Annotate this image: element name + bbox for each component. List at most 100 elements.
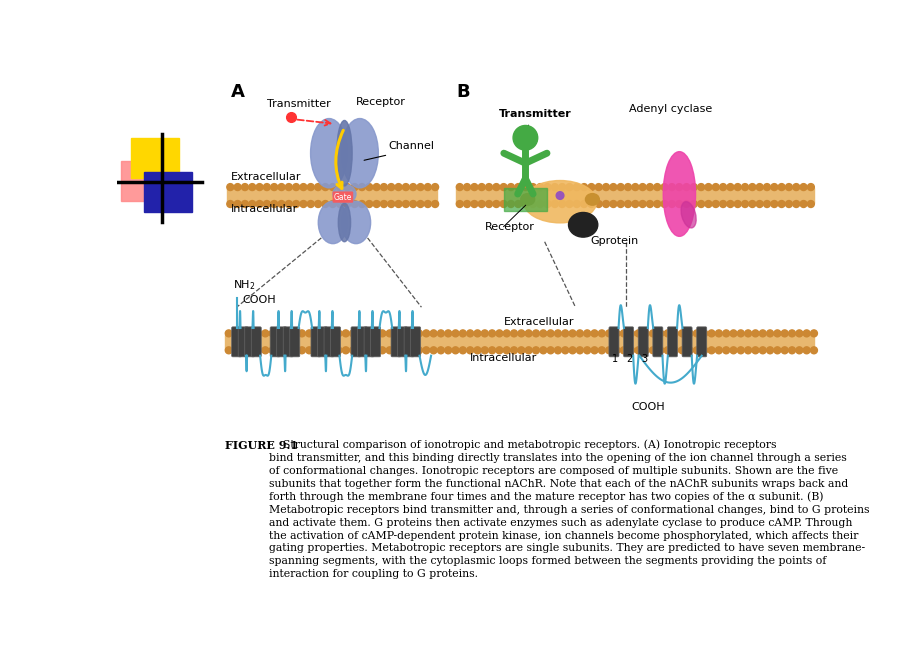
Circle shape: [515, 201, 521, 207]
Circle shape: [646, 183, 652, 191]
Text: FIGURE 9.1: FIGURE 9.1: [225, 440, 298, 451]
Circle shape: [807, 201, 813, 207]
Circle shape: [653, 183, 660, 191]
Circle shape: [743, 330, 751, 337]
Circle shape: [415, 330, 422, 337]
Circle shape: [653, 201, 660, 207]
FancyBboxPatch shape: [317, 327, 327, 357]
Circle shape: [741, 183, 748, 191]
FancyBboxPatch shape: [357, 327, 368, 357]
Circle shape: [278, 183, 285, 191]
Circle shape: [543, 183, 550, 191]
Bar: [144, 173, 192, 213]
Circle shape: [459, 347, 466, 354]
Circle shape: [478, 201, 484, 207]
Circle shape: [671, 347, 677, 354]
Text: A: A: [231, 83, 244, 101]
Circle shape: [269, 330, 276, 337]
Ellipse shape: [336, 121, 352, 186]
Circle shape: [364, 347, 370, 354]
FancyBboxPatch shape: [289, 327, 300, 357]
Circle shape: [708, 330, 714, 337]
Circle shape: [364, 330, 370, 337]
Text: 2: 2: [626, 354, 632, 364]
Circle shape: [387, 201, 394, 207]
Circle shape: [292, 201, 300, 207]
Circle shape: [590, 347, 597, 354]
Circle shape: [708, 347, 714, 354]
Circle shape: [605, 347, 612, 354]
Circle shape: [547, 347, 553, 354]
Text: Gate: Gate: [334, 193, 352, 201]
Circle shape: [292, 183, 300, 191]
Circle shape: [263, 183, 270, 191]
Circle shape: [646, 201, 652, 207]
Circle shape: [736, 330, 743, 337]
Circle shape: [766, 347, 773, 354]
Circle shape: [565, 201, 573, 207]
Circle shape: [609, 201, 616, 207]
Circle shape: [733, 201, 741, 207]
FancyBboxPatch shape: [364, 327, 374, 357]
Circle shape: [550, 201, 558, 207]
Circle shape: [481, 330, 488, 337]
Circle shape: [641, 330, 649, 337]
Ellipse shape: [333, 184, 356, 203]
Circle shape: [241, 201, 248, 207]
Circle shape: [255, 201, 263, 207]
Circle shape: [689, 183, 697, 191]
Circle shape: [431, 201, 438, 207]
Text: Receptor: Receptor: [484, 222, 534, 232]
Circle shape: [358, 201, 365, 207]
Circle shape: [307, 201, 314, 207]
Circle shape: [283, 330, 290, 337]
Circle shape: [402, 183, 409, 191]
FancyBboxPatch shape: [681, 327, 691, 357]
Circle shape: [619, 347, 627, 354]
Text: COOH: COOH: [243, 295, 276, 305]
Text: Gprotein: Gprotein: [590, 236, 639, 246]
Circle shape: [612, 330, 619, 337]
Circle shape: [722, 330, 729, 337]
Circle shape: [431, 183, 438, 191]
Circle shape: [597, 330, 605, 337]
Circle shape: [393, 347, 400, 354]
Circle shape: [743, 347, 751, 354]
Circle shape: [558, 201, 565, 207]
Circle shape: [730, 347, 736, 354]
Circle shape: [225, 330, 232, 337]
Circle shape: [234, 201, 241, 207]
Circle shape: [704, 201, 711, 207]
Circle shape: [715, 347, 721, 354]
Circle shape: [785, 183, 791, 191]
Circle shape: [573, 201, 580, 207]
Circle shape: [248, 183, 255, 191]
Circle shape: [668, 183, 675, 191]
Circle shape: [424, 201, 431, 207]
Circle shape: [639, 183, 645, 191]
Circle shape: [624, 201, 630, 207]
Circle shape: [233, 347, 239, 354]
Circle shape: [300, 183, 307, 191]
Circle shape: [748, 183, 755, 191]
Circle shape: [423, 347, 429, 354]
Circle shape: [358, 183, 365, 191]
Circle shape: [558, 183, 565, 191]
Circle shape: [704, 183, 711, 191]
Circle shape: [349, 347, 357, 354]
Circle shape: [810, 347, 817, 354]
Circle shape: [649, 347, 656, 354]
Circle shape: [522, 183, 528, 191]
Text: Channel: Channel: [388, 141, 434, 151]
Circle shape: [770, 201, 777, 207]
Text: Transmitter: Transmitter: [267, 99, 331, 109]
Circle shape: [357, 330, 364, 337]
Circle shape: [507, 183, 514, 191]
Circle shape: [656, 330, 664, 337]
Circle shape: [785, 201, 791, 207]
Bar: [456, 189, 813, 203]
Text: Intracellular: Intracellular: [231, 205, 298, 215]
Circle shape: [763, 183, 769, 191]
Circle shape: [466, 347, 473, 354]
Ellipse shape: [568, 213, 597, 237]
